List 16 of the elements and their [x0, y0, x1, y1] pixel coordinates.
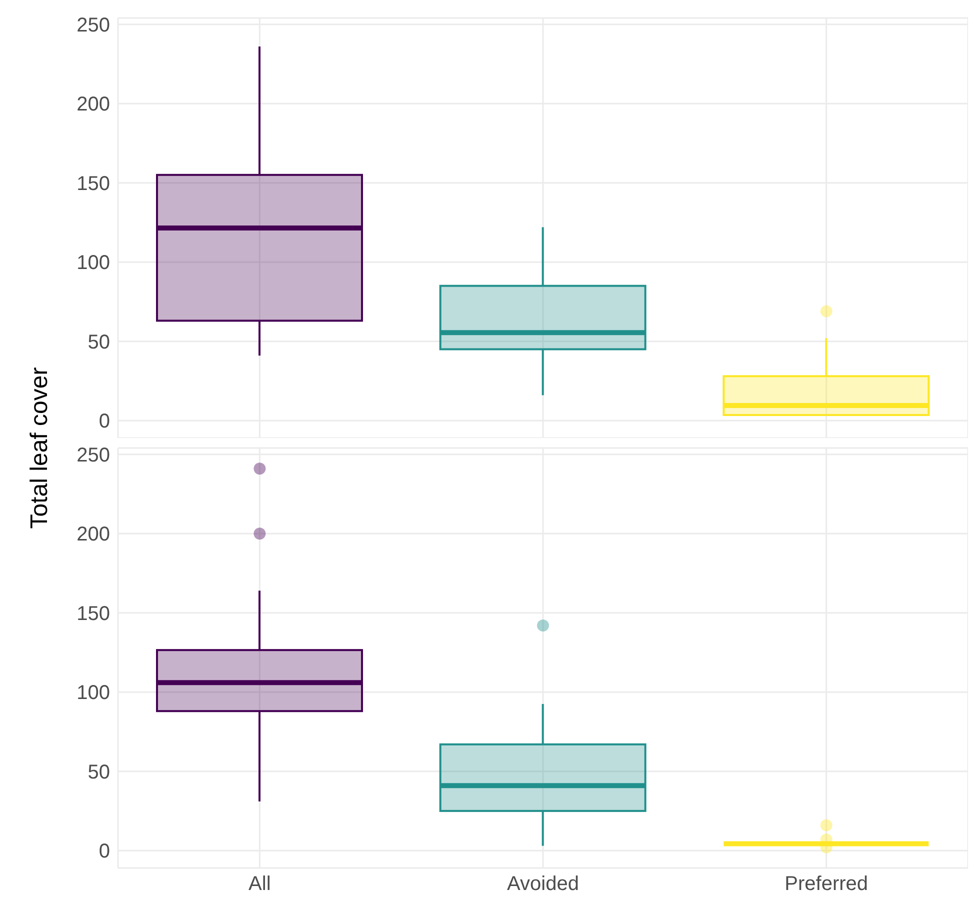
- x-tick-label: All: [248, 873, 271, 896]
- y-tick-label: 150: [76, 602, 110, 625]
- y-tick-label: 250: [76, 444, 110, 466]
- x-tick-label: Avoided: [507, 873, 579, 896]
- y-tick-label: 150: [76, 172, 110, 195]
- x-tick-label: Preferred: [784, 873, 868, 896]
- y-tick-label: 50: [88, 331, 110, 354]
- y-axis-title: Total leaf cover: [26, 367, 54, 529]
- y-tick-label: 250: [76, 14, 110, 36]
- y-tick-label: 0: [98, 410, 110, 433]
- y-tick-label: 200: [76, 524, 110, 546]
- y-tick-label: 200: [76, 94, 110, 116]
- y-tick-label: 0: [98, 840, 110, 863]
- y-tick-label: 100: [76, 682, 110, 704]
- y-tick-label: 50: [88, 761, 110, 784]
- y-tick-label: 100: [76, 252, 110, 274]
